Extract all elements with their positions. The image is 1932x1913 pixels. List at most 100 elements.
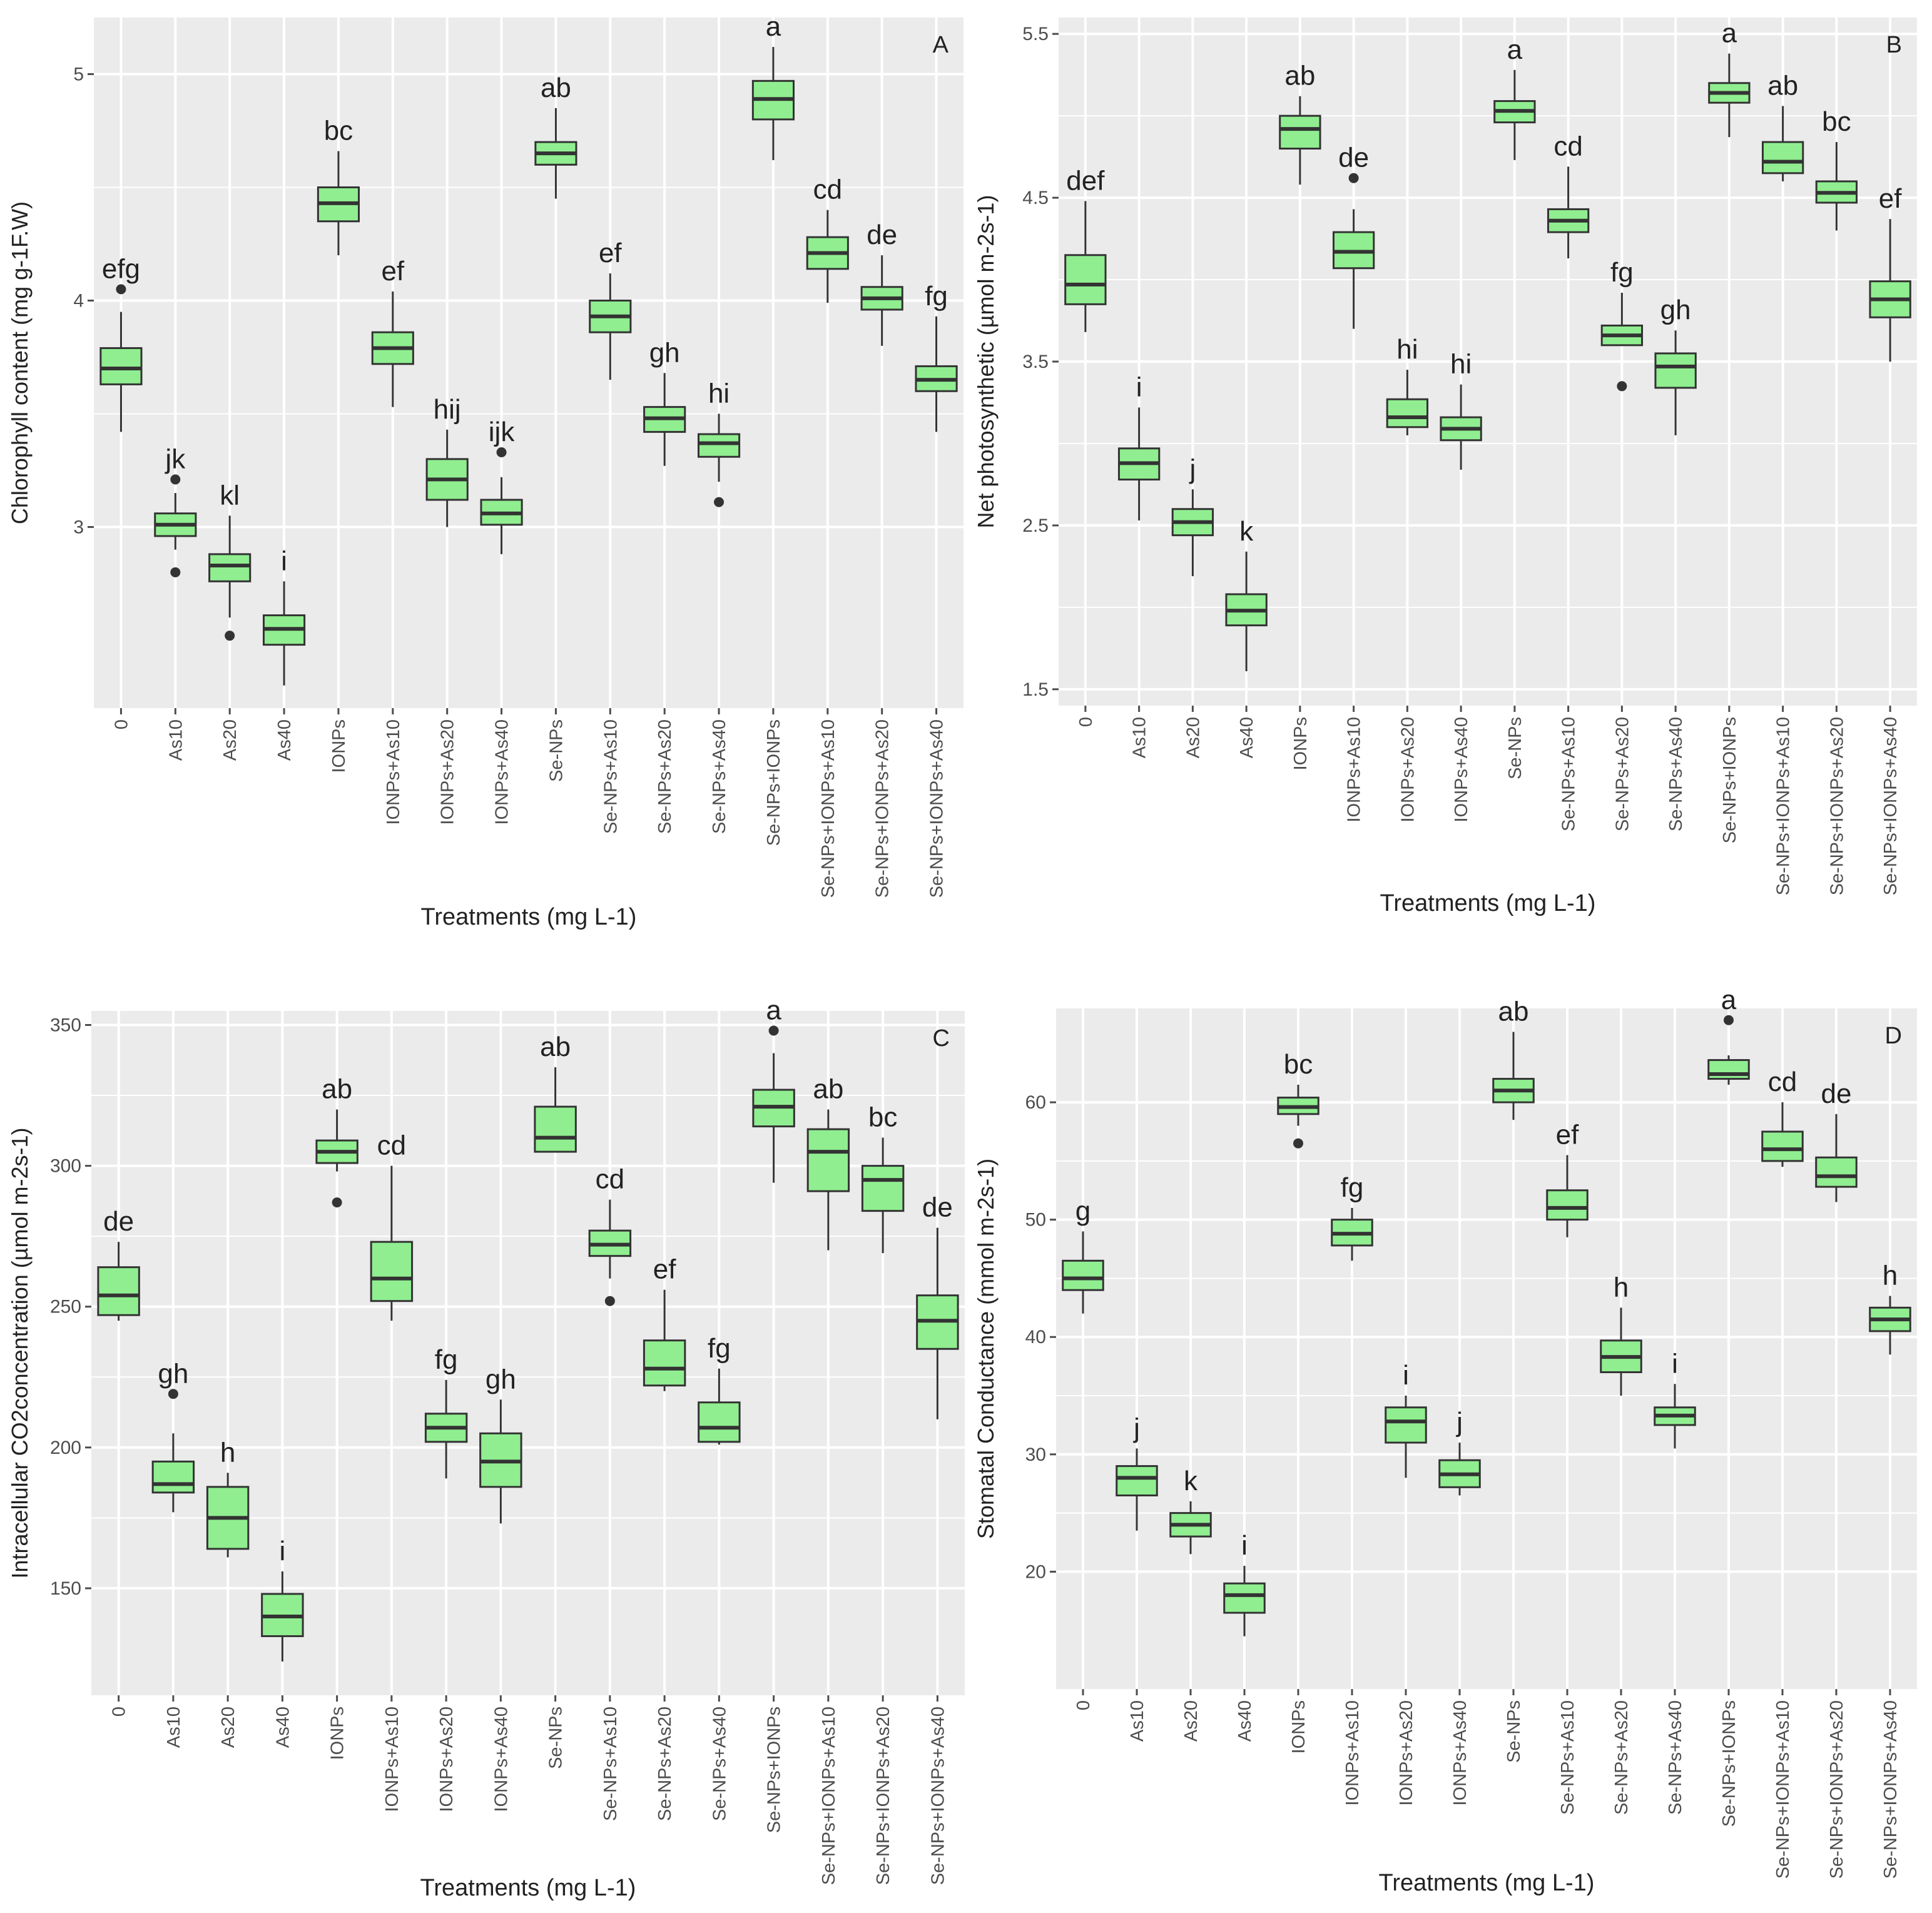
significance-letter: cd	[1768, 1067, 1797, 1097]
y-tick-label: 150	[50, 1578, 81, 1599]
box-iqr	[643, 1339, 686, 1387]
outlier-point	[1617, 381, 1627, 392]
y-tick-label: 5.5	[1022, 24, 1049, 44]
significance-letter: de	[1338, 143, 1369, 173]
significance-letter: i	[281, 545, 287, 576]
y-tick-label: 200	[50, 1438, 81, 1458]
x-category-label: Se-NPs+IONPs+As20	[1827, 1700, 1847, 1879]
box-se-nps-ionps-as10: ab	[1761, 70, 1804, 181]
box-iqr	[99, 347, 143, 385]
significance-letter: j	[1455, 1407, 1463, 1438]
box-se-nps-as20: fg	[1600, 257, 1644, 392]
y-tick-label: 4	[73, 290, 84, 311]
box-ionps: bc	[317, 116, 360, 256]
y-tick-label: 30	[1025, 1444, 1046, 1465]
box-se-nps-ionps-as20: de	[860, 220, 903, 346]
box-as40: k	[1225, 516, 1268, 671]
significance-letter: hi	[708, 378, 730, 408]
y-axis-title: Stomatal Conductance (mmol m-2s-1)	[973, 1159, 999, 1539]
box-as20: h	[206, 1437, 250, 1558]
box-se-nps-ionps-as10: cd	[806, 175, 849, 303]
box-ionps: ab	[1279, 61, 1321, 185]
outlier-point	[604, 1296, 615, 1306]
box-iqr	[534, 1105, 577, 1153]
x-category-label: As10	[166, 719, 186, 761]
x-category-label: Se-NPs	[1505, 717, 1525, 779]
outlier-point	[168, 1389, 178, 1399]
x-category-label: As20	[1183, 717, 1203, 758]
box-ionps-as40: ijk	[480, 417, 523, 554]
box-0: def	[1064, 165, 1107, 332]
box-se-nps: ab	[534, 73, 577, 199]
significance-letter: efg	[102, 253, 140, 284]
box-ionps-as20: i	[1385, 1360, 1427, 1478]
significance-letter: i	[1403, 1360, 1409, 1391]
outlier-point	[332, 1197, 342, 1208]
box-se-nps-as20: gh	[643, 337, 686, 466]
significance-letter: h	[220, 1437, 235, 1468]
significance-letter: ab	[322, 1074, 352, 1105]
significance-letter: kl	[220, 480, 240, 510]
outlier-point	[170, 567, 181, 577]
significance-letter: a	[766, 995, 781, 1026]
x-category-label: Se-NPs+IONPs	[765, 1707, 785, 1833]
y-tick-label: 60	[1025, 1092, 1046, 1113]
x-category-label: Se-NPs+IONPs+As40	[928, 1707, 948, 1885]
box-se-nps-as40: hi	[697, 378, 741, 507]
box-se-nps-ionps: a	[1707, 985, 1750, 1085]
box-se-nps-as20: h	[1600, 1272, 1642, 1396]
x-category-label: Se-NPs+IONPs+As20	[873, 719, 893, 898]
box-iqr	[208, 553, 252, 582]
y-tick-label: 40	[1025, 1327, 1046, 1347]
x-category-label: IONPs	[329, 719, 349, 773]
box-iqr	[151, 1460, 195, 1494]
box-ionps-as10: fg	[1331, 1172, 1373, 1261]
box-iqr	[698, 1401, 741, 1443]
box-0: de	[97, 1206, 140, 1321]
significance-letter: h	[1883, 1261, 1898, 1291]
box-se-nps-as40: i	[1654, 1348, 1696, 1449]
x-category-label: 0	[1074, 1700, 1094, 1710]
box-as20: k	[1169, 1466, 1212, 1555]
box-se-nps-ionps-as20: bc	[861, 1102, 905, 1254]
box-ionps-as20: hij	[425, 394, 469, 527]
x-category-label: Se-NPs+As20	[1612, 717, 1632, 831]
panel-background	[91, 1011, 965, 1695]
significance-letter: gh	[1660, 295, 1691, 325]
significance-letter: ijk	[489, 417, 516, 447]
x-category-label: Se-NPs+As20	[655, 1707, 675, 1821]
box-se-nps-ionps-as10: cd	[1761, 1067, 1804, 1167]
x-category-label: Se-NPs+As10	[601, 1707, 621, 1821]
significance-letter: ef	[1556, 1119, 1579, 1150]
significance-letter: a	[1721, 985, 1737, 1015]
x-category-label: Se-NPs+IONPs+As40	[927, 719, 947, 898]
box-ionps-as20: fg	[424, 1344, 468, 1479]
box-iqr	[97, 1266, 140, 1316]
box-ionps-as10: de	[1332, 143, 1375, 329]
significance-letter: a	[1722, 18, 1737, 49]
significance-letter: k	[1184, 1466, 1198, 1496]
box-iqr	[1815, 1156, 1858, 1188]
box-se-nps: ab	[534, 1032, 577, 1153]
y-tick-label: 3	[73, 517, 84, 537]
x-axis-title: Treatments (mg L-1)	[420, 1875, 636, 1901]
x-category-label: Se-NPs+As10	[1559, 717, 1579, 831]
box-se-nps-ionps-as40: fg	[915, 281, 958, 432]
significance-letter: de	[922, 1192, 953, 1223]
x-category-label: As40	[273, 1707, 293, 1748]
y-tick-label: 5	[73, 64, 84, 84]
significance-letter: jk	[164, 444, 186, 474]
box-iqr	[1116, 1465, 1158, 1496]
box-iqr	[1761, 1130, 1804, 1162]
box-se-nps-as10: ef	[589, 238, 632, 380]
significance-letter: ef	[1879, 183, 1902, 214]
x-category-label: Se-NPs+IONPs+As10	[818, 719, 838, 898]
box-iqr	[1064, 254, 1107, 305]
panel-label: A	[933, 32, 949, 58]
x-category-label: As10	[1127, 1700, 1147, 1742]
x-category-label: As20	[1181, 1700, 1201, 1742]
x-category-label: 0	[111, 719, 131, 729]
x-category-label: Se-NPs	[1504, 1700, 1524, 1763]
outlier-point	[116, 284, 126, 295]
box-iqr	[1546, 1189, 1589, 1221]
